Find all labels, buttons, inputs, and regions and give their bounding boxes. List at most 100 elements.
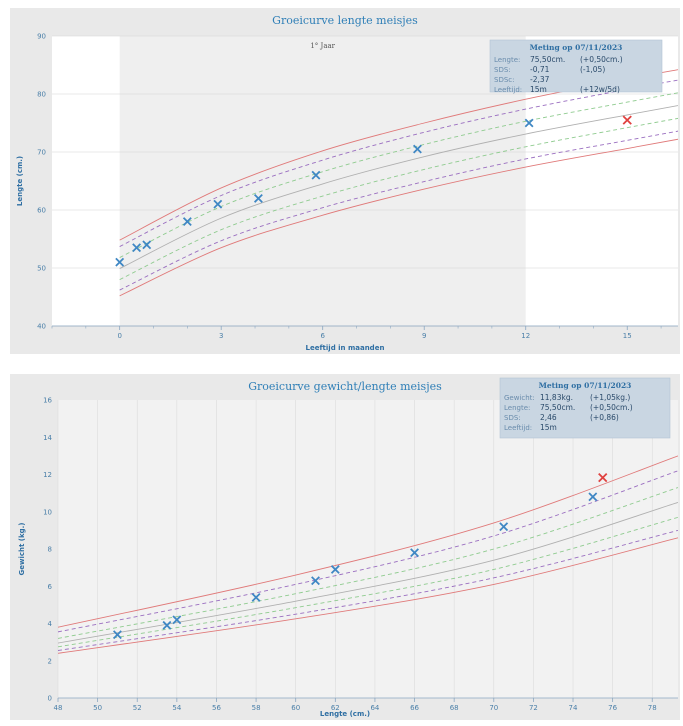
reference-curve-7 (58, 537, 678, 654)
reference-curve-4 (119, 105, 678, 269)
measurement-point-stroke-b (112, 630, 122, 640)
info-value: 75,50cm. (530, 55, 565, 64)
y-tick-label: 14 (43, 434, 52, 442)
measurement-point (115, 257, 125, 267)
measurement-point-stroke-b (115, 257, 125, 267)
x-tick-label: 62 (331, 704, 340, 712)
latest-measurement-point-stroke-b (622, 115, 632, 125)
x-tick-label: 56 (212, 704, 221, 712)
measurement-point (253, 193, 263, 203)
y-tick-label: 10 (43, 508, 52, 516)
x-tick-label: 66 (410, 704, 419, 712)
info-label: Gewicht: (504, 394, 535, 402)
x-tick-label: 58 (252, 704, 261, 712)
info-label: SDS: (504, 414, 521, 422)
reference-curve-6 (119, 130, 678, 291)
y-tick-label: 4 (48, 620, 53, 628)
measurement-point-stroke-b (251, 592, 261, 602)
x-tick-label: 9 (422, 332, 426, 340)
y-tick-label: 80 (37, 91, 46, 99)
y-tick-label: 0 (48, 695, 52, 703)
info-label: Leeftijd: (504, 424, 532, 432)
measurement-point (588, 492, 598, 502)
info-label: SDS: (494, 66, 511, 74)
info-value: 15m (530, 85, 547, 94)
y-tick-label: 70 (37, 149, 46, 157)
measurement-point-stroke-b (142, 240, 152, 250)
y-tick-label: 60 (37, 207, 46, 215)
measurement-point-stroke-b (410, 548, 419, 558)
weight-length-chart-svg: Groeicurve gewicht/lengte meisjes0246810… (10, 374, 680, 720)
x-tick-label: 48 (54, 704, 63, 712)
x-tick-label: 78 (648, 704, 657, 712)
info-extra: (+12w/5d) (580, 85, 620, 94)
x-tick-label: 15 (623, 332, 632, 340)
y-tick-label: 16 (43, 397, 52, 405)
y-tick-label: 8 (48, 546, 52, 554)
chart-title: Groeicurve lengte meisjes (272, 14, 418, 27)
measurement-point (330, 565, 340, 574)
info-value: 2,46 (540, 413, 557, 422)
info-value: 11,83kg. (540, 393, 573, 402)
reference-curve-1 (58, 455, 678, 628)
reference-curve-2 (119, 79, 678, 247)
y-tick-label: 40 (37, 323, 46, 331)
chart-title: Groeicurve gewicht/lengte meisjes (248, 380, 442, 393)
x-tick-label: 52 (133, 704, 142, 712)
measurement-point (112, 630, 122, 640)
x-tick-label: 50 (93, 704, 102, 712)
measurement-info-box: Meting op 07/11/2023 Lengte: 75,50cm. (+0,5… (489, 39, 663, 94)
y-tick-label: 12 (43, 471, 52, 479)
measurement-point (311, 170, 321, 180)
y-tick-label: 2 (48, 657, 52, 665)
measurement-point (251, 592, 261, 602)
x-tick-label: 54 (172, 704, 181, 712)
info-extra: (+0,50cm.) (580, 55, 623, 64)
measurement-point-stroke-b (524, 118, 534, 128)
weight-length-chart: Groeicurve gewicht/lengte meisjes 0 2 4 6 8 10… (10, 374, 680, 720)
x-tick-label: 12 (521, 332, 530, 340)
y-tick-label: 6 (48, 583, 53, 591)
info-label: Leeftijd: (494, 86, 522, 94)
measurement-point-stroke-b (330, 565, 340, 574)
length-chart: Groeicurve lengte meisjes 40 50 60 70 80 90 0 3 6… (10, 8, 680, 354)
year-annotation: 1° Jaar (310, 42, 335, 50)
y-axis-label: Lengte (cm.) (16, 156, 24, 206)
x-axis-label: Leeftijd in maanden (306, 344, 385, 352)
measurement-point-stroke-b (499, 522, 509, 532)
measurement-point-stroke-b (132, 243, 142, 253)
measurement-point (499, 522, 509, 532)
measurement-point-stroke-b (182, 217, 192, 227)
x-tick-label: 74 (569, 704, 578, 712)
info-box-background (499, 377, 671, 439)
measurement-point (213, 199, 223, 209)
x-tick-label: 72 (529, 704, 538, 712)
measurement-point (182, 217, 192, 227)
measurement-point (524, 118, 534, 128)
info-box-header: Meting op 07/11/2023 (539, 381, 632, 390)
info-label: Lengte: (504, 404, 530, 412)
x-tick-label: 64 (370, 704, 379, 712)
info-extra: (+1,05kg.) (590, 393, 630, 402)
x-tick-label: 70 (489, 704, 498, 712)
latest-measurement-point-stroke-b (598, 473, 608, 483)
measurement-point (410, 548, 419, 558)
latest-measurement-point (622, 115, 632, 125)
info-extra: (-1,05) (580, 65, 605, 74)
x-tick-label: 6 (320, 332, 325, 340)
info-value: -2,37 (530, 75, 550, 84)
measurement-point-stroke-b (413, 144, 422, 154)
x-tick-label: 68 (450, 704, 459, 712)
reference-curve-7 (119, 138, 678, 297)
y-axis-label: Gewicht (kg.) (18, 523, 26, 576)
x-tick-label: 60 (291, 704, 300, 712)
measurement-point (162, 620, 172, 630)
latest-measurement-point (598, 473, 608, 483)
measurement-point (132, 243, 142, 253)
info-label: SDSc: (494, 76, 514, 84)
measurement-point (172, 615, 182, 625)
measurement-point-stroke-b (162, 620, 172, 630)
reference-curve-2 (58, 470, 678, 633)
x-axis-label: Lengte (cm.) (320, 710, 370, 718)
measurement-point (413, 144, 422, 154)
